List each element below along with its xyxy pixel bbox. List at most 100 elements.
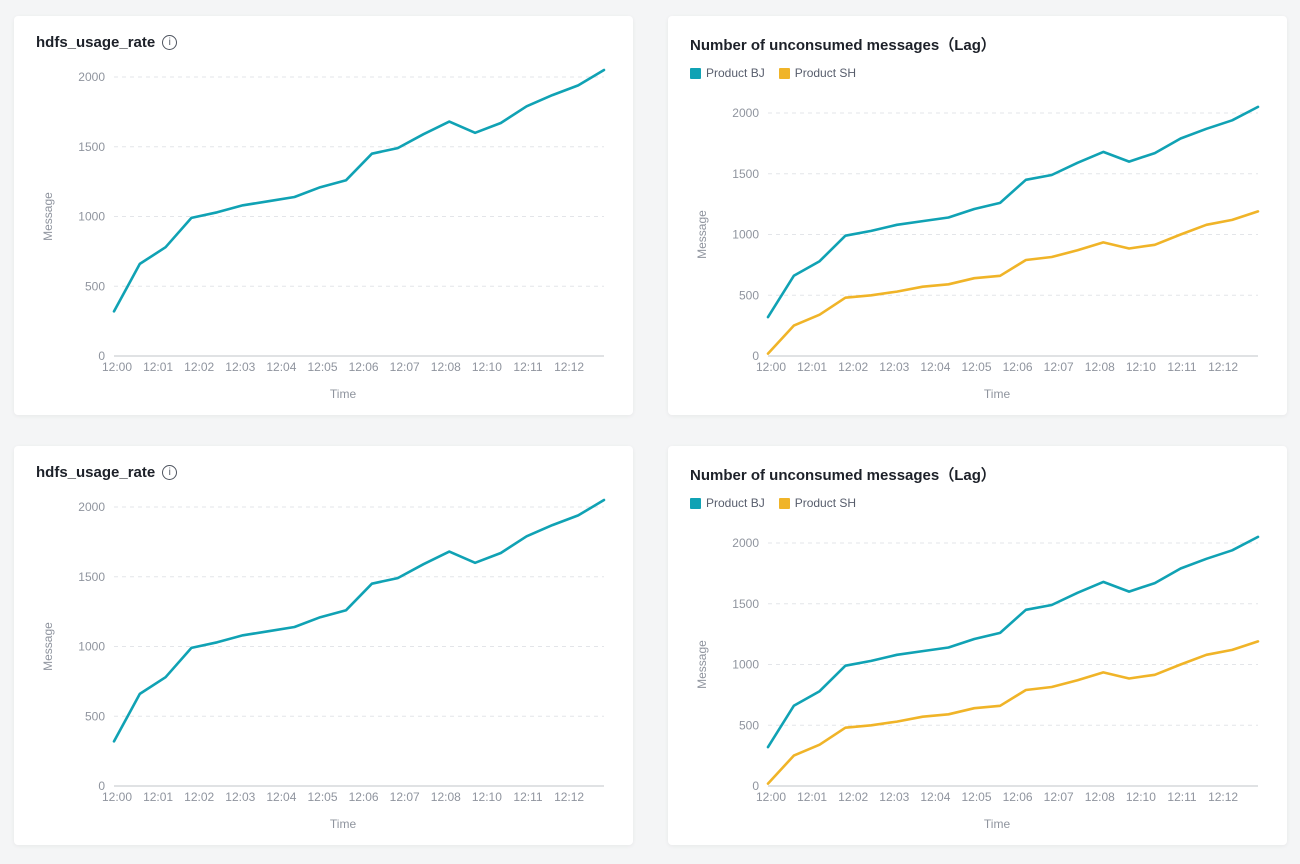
legend-swatch-yellow-icon [778, 67, 790, 79]
svg-text:12:02: 12:02 [838, 790, 868, 804]
legend-label: Product SH [794, 496, 857, 510]
legend-item-product-sh[interactable]: Product SH [778, 496, 857, 510]
info-icon[interactable]: i [162, 35, 178, 50]
svg-text:12:08: 12:08 [1085, 360, 1115, 374]
svg-text:12:02: 12:02 [184, 790, 214, 804]
svg-text:12:06: 12:06 [349, 790, 379, 804]
svg-text:12:01: 12:01 [143, 360, 173, 374]
svg-text:12:12: 12:12 [554, 360, 584, 374]
svg-text:12:07: 12:07 [390, 360, 420, 374]
svg-text:12:00: 12:00 [102, 360, 132, 374]
svg-text:12:02: 12:02 [838, 360, 868, 374]
svg-text:12:00: 12:00 [102, 790, 132, 804]
svg-text:1500: 1500 [78, 570, 105, 584]
svg-text:Message: Message [695, 640, 709, 689]
svg-text:1000: 1000 [78, 640, 105, 654]
info-icon[interactable]: i [162, 465, 178, 480]
svg-text:12:05: 12:05 [961, 790, 991, 804]
svg-text:1500: 1500 [732, 597, 759, 611]
svg-text:12:08: 12:08 [1085, 790, 1115, 804]
svg-text:12:10: 12:10 [472, 790, 502, 804]
svg-text:500: 500 [739, 718, 759, 732]
svg-text:0: 0 [752, 779, 759, 793]
legend-swatch-teal-icon [690, 497, 701, 509]
svg-text:500: 500 [85, 279, 105, 293]
svg-text:12:00: 12:00 [756, 790, 786, 804]
chart-header: hdfs_usage_rate i [14, 16, 633, 51]
svg-text:12:08: 12:08 [431, 360, 461, 374]
legend-swatch-yellow-icon [778, 497, 790, 509]
svg-text:12:02: 12:02 [184, 360, 214, 374]
svg-text:1000: 1000 [78, 210, 105, 224]
svg-text:12:03: 12:03 [225, 790, 255, 804]
svg-text:12:10: 12:10 [472, 360, 502, 374]
svg-text:12:10: 12:10 [1126, 360, 1156, 374]
svg-text:12:00: 12:00 [756, 360, 786, 374]
svg-text:Message: Message [41, 622, 55, 671]
svg-text:500: 500 [85, 709, 105, 723]
svg-text:12:12: 12:12 [1208, 360, 1238, 374]
legend-item-product-sh[interactable]: Product SH [778, 66, 856, 80]
svg-text:500: 500 [739, 288, 759, 302]
line-chart-lag: 0 500 1000 1500 2000 12:00 12:01 12:02 12:03 12:0… [695, 105, 1260, 401]
svg-text:12:07: 12:07 [1044, 360, 1074, 374]
chart-card-lag-1: Number of unconsumed messages（Lag） Produ… [668, 16, 1287, 415]
svg-text:12:06: 12:06 [349, 360, 379, 374]
svg-text:12:11: 12:11 [1167, 790, 1196, 804]
chart-card-hdfs-usage-rate-1: hdfs_usage_rate i 0 500 1000 1500 2000 12:00 1… [14, 16, 633, 415]
svg-text:1500: 1500 [78, 140, 105, 154]
svg-text:2000: 2000 [732, 106, 759, 120]
svg-text:12:12: 12:12 [554, 790, 584, 804]
legend-swatch-teal-icon [690, 67, 701, 79]
svg-text:12:04: 12:04 [920, 790, 950, 804]
svg-text:12:05: 12:05 [961, 360, 991, 374]
chart-title: Number of unconsumed messages（Lag） [690, 467, 996, 484]
svg-text:1500: 1500 [732, 167, 759, 181]
legend-item-product-bj[interactable]: Product BJ [690, 496, 765, 510]
svg-text:12:07: 12:07 [390, 790, 420, 804]
chart-title: hdfs_usage_rate [36, 34, 156, 51]
line-chart-hdfs-usage-rate: 0 500 1000 1500 2000 12:00 12:01 12:02 12:03 12:0… [41, 68, 606, 401]
svg-text:2000: 2000 [732, 536, 759, 550]
svg-text:12:05: 12:05 [307, 790, 337, 804]
chart-title: hdfs_usage_rate [36, 464, 156, 481]
chart-header: hdfs_usage_rate i [14, 446, 633, 481]
svg-text:12:03: 12:03 [879, 360, 909, 374]
svg-text:Time: Time [984, 817, 1011, 831]
svg-text:12:01: 12:01 [797, 790, 827, 804]
svg-text:12:11: 12:11 [513, 360, 542, 374]
svg-text:12:07: 12:07 [1044, 790, 1074, 804]
svg-text:12:06: 12:06 [1003, 360, 1033, 374]
svg-text:12:08: 12:08 [431, 790, 461, 804]
svg-text:12:01: 12:01 [143, 790, 173, 804]
svg-text:12:04: 12:04 [266, 360, 296, 374]
svg-text:0: 0 [752, 349, 759, 363]
svg-text:12:01: 12:01 [797, 360, 827, 374]
svg-text:0: 0 [98, 349, 105, 363]
svg-text:12:04: 12:04 [266, 790, 296, 804]
chart-card-hdfs-usage-rate-2: hdfs_usage_rate i 0 500 1000 1500 2000 12:00 1… [14, 446, 633, 845]
svg-text:Message: Message [695, 210, 709, 259]
svg-text:1000: 1000 [732, 658, 759, 672]
svg-text:Time: Time [330, 387, 357, 401]
svg-text:12:11: 12:11 [513, 790, 542, 804]
svg-text:12:10: 12:10 [1126, 790, 1156, 804]
svg-text:12:12: 12:12 [1208, 790, 1238, 804]
legend-label: Product BJ [706, 496, 765, 510]
legend-item-product-bj[interactable]: Product BJ [690, 66, 765, 80]
line-chart-lag: 0 500 1000 1500 2000 12:00 12:01 12:02 12:03 12:0… [695, 535, 1260, 831]
svg-text:12:06: 12:06 [1003, 790, 1033, 804]
svg-text:2000: 2000 [78, 70, 105, 84]
chart-header: Number of unconsumed messages（Lag） [668, 446, 1287, 485]
chart-card-lag-2: Number of unconsumed messages（Lag） Produ… [668, 446, 1287, 845]
svg-text:Time: Time [984, 387, 1011, 401]
svg-text:Time: Time [330, 817, 357, 831]
svg-text:0: 0 [98, 779, 105, 793]
chart-legend: Product BJ Product SH [690, 496, 1287, 510]
svg-text:2000: 2000 [78, 500, 105, 514]
svg-text:12:03: 12:03 [879, 790, 909, 804]
chart-legend: Product BJ Product SH [690, 66, 1287, 80]
legend-label: Product BJ [706, 66, 765, 80]
chart-header: Number of unconsumed messages（Lag） [668, 16, 1287, 55]
